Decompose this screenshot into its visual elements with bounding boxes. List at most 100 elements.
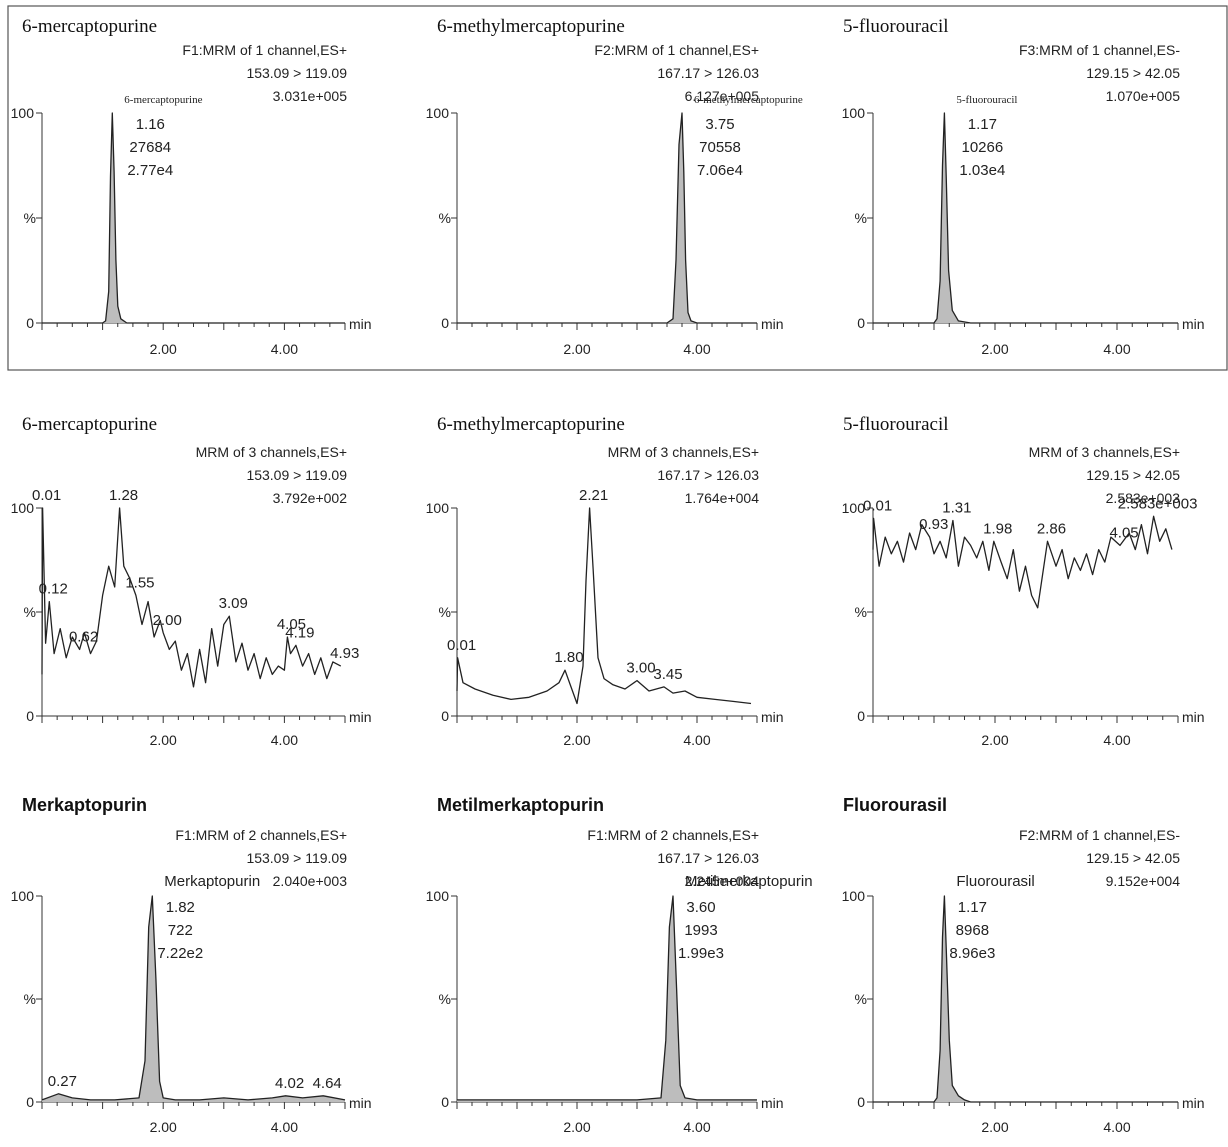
retention-time-label: 0.62 bbox=[69, 628, 98, 645]
chromatogram-trace bbox=[457, 895, 757, 1101]
y-tick-label: 0 bbox=[857, 315, 865, 331]
retention-time-label: 4.64 bbox=[313, 1075, 342, 1092]
peak-name-label: Metilmerkaptopurin bbox=[685, 873, 813, 890]
y-axis-label: % bbox=[439, 210, 451, 226]
channel-info-line: 3.792e+002 bbox=[273, 490, 348, 506]
y-tick-label: 100 bbox=[842, 105, 866, 121]
chromatogram-4: 6-mercaptopurine MRM of 3 channels,ES+ 153… bbox=[11, 414, 372, 748]
y-tick-label: 0 bbox=[441, 315, 449, 331]
x-axis-label: min bbox=[1182, 709, 1205, 725]
retention-time-label: 1.98 bbox=[983, 520, 1012, 537]
y-tick-label: 0 bbox=[857, 708, 865, 724]
x-tick-label: 4.00 bbox=[271, 341, 298, 357]
retention-time-label: 1.28 bbox=[109, 487, 138, 504]
x-tick-label: 4.00 bbox=[683, 1119, 710, 1135]
channel-info-line: 1.070e+005 bbox=[1106, 88, 1181, 104]
peak-value-label: 1.17 bbox=[958, 899, 987, 916]
chromatogram-6: 5-fluorouracil MRM of 3 channels,ES+ 129.1… bbox=[842, 414, 1205, 748]
peak-value-label: 1.16 bbox=[136, 116, 165, 133]
peak-value-label: 8968 bbox=[956, 922, 989, 939]
peak-area bbox=[873, 113, 1178, 323]
retention-time-label: 1.31 bbox=[942, 499, 971, 516]
chromatogram-trace bbox=[872, 515, 1173, 609]
channel-info-line: 153.09 > 119.09 bbox=[246, 850, 347, 866]
chromatogram-trace bbox=[873, 895, 1178, 1103]
chromatogram-2: 6-methylmercaptopurine F2:MRM of 1 channe… bbox=[426, 16, 803, 357]
peak-value-label: 8.96e3 bbox=[949, 945, 995, 962]
x-tick-label: 2.00 bbox=[981, 732, 1008, 748]
peak-area bbox=[42, 113, 345, 323]
peak-value-label: 27684 bbox=[129, 139, 171, 156]
channel-info-line: 2.040e+003 bbox=[273, 873, 348, 889]
peak-area bbox=[873, 896, 1178, 1102]
peak-value-label: 7.22e2 bbox=[157, 945, 203, 962]
x-tick-label: 2.00 bbox=[150, 341, 177, 357]
x-tick-label: 2.00 bbox=[150, 1119, 177, 1135]
y-tick-label: 100 bbox=[11, 105, 35, 121]
channel-info-line: 167.17 > 126.03 bbox=[657, 850, 759, 866]
y-tick-label: 0 bbox=[441, 1094, 449, 1110]
chromatogram-trace bbox=[873, 112, 1178, 324]
y-tick-label: 0 bbox=[857, 1094, 865, 1110]
x-tick-label: 4.00 bbox=[1103, 732, 1130, 748]
channel-info-line: 167.17 > 126.03 bbox=[657, 467, 759, 483]
retention-time-label: 2.583e+003 bbox=[1118, 495, 1198, 512]
chart-title: 5-fluorouracil bbox=[843, 414, 949, 435]
channel-info-line: F3:MRM of 1 channel,ES- bbox=[1019, 42, 1180, 58]
channel-info-line: F1:MRM of 2 channels,ES+ bbox=[587, 827, 759, 843]
chromatogram-7: Merkaptopurin F1:MRM of 2 channels,ES+ 153… bbox=[11, 795, 372, 1135]
retention-time-label: 2.21 bbox=[579, 487, 608, 504]
retention-time-label: 0.01 bbox=[863, 497, 892, 514]
y-tick-label: 100 bbox=[842, 500, 866, 516]
retention-time-label: 1.55 bbox=[125, 574, 154, 591]
peak-value-label: 7.06e4 bbox=[697, 162, 743, 179]
x-axis-label: min bbox=[349, 709, 372, 725]
peak-name-label: 5-fluorouracil bbox=[956, 94, 1017, 106]
retention-time-label: 0.01 bbox=[32, 487, 61, 504]
x-tick-label: 2.00 bbox=[563, 1119, 590, 1135]
peak-value-label: 3.75 bbox=[705, 116, 734, 133]
retention-time-label: 3.00 bbox=[626, 660, 655, 677]
y-axis-label: % bbox=[24, 210, 36, 226]
peak-value-label: 70558 bbox=[699, 139, 741, 156]
peak-area bbox=[42, 896, 345, 1102]
channel-info-line: 129.15 > 42.05 bbox=[1086, 65, 1180, 81]
peak-value-label: 2.77e4 bbox=[127, 162, 173, 179]
x-axis-label: min bbox=[761, 709, 784, 725]
channel-info-line: 2.245e+004 bbox=[685, 873, 760, 889]
chromatogram-trace bbox=[457, 112, 757, 324]
peak-name-label: Fluorourasil bbox=[956, 873, 1034, 890]
channel-info-line: MRM of 3 channels,ES+ bbox=[608, 444, 759, 460]
chart-title: Metilmerkaptopurin bbox=[437, 795, 604, 815]
channel-info-line: 129.15 > 42.05 bbox=[1086, 850, 1180, 866]
peak-value-label: 3.60 bbox=[686, 899, 715, 916]
x-tick-label: 4.00 bbox=[683, 341, 710, 357]
chart-title: 6-mercaptopurine bbox=[22, 16, 157, 37]
channel-info-line: 3.031e+005 bbox=[273, 88, 348, 104]
retention-time-label: 2.86 bbox=[1037, 520, 1066, 537]
chromatogram-1: 6-mercaptopurine F1:MRM of 1 channel,ES+ 1… bbox=[11, 16, 372, 357]
retention-time-label: 0.93 bbox=[919, 516, 948, 533]
peak-name-label: Merkaptopurin bbox=[164, 873, 260, 890]
y-axis-label: % bbox=[855, 210, 867, 226]
peak-area bbox=[457, 113, 757, 323]
channel-info-line: F2:MRM of 1 channel,ES- bbox=[1019, 827, 1180, 843]
peak-value-label: 1.03e4 bbox=[959, 162, 1005, 179]
channel-info-line: 9.152e+004 bbox=[1106, 873, 1181, 889]
retention-time-label: 3.09 bbox=[219, 595, 248, 612]
y-tick-label: 100 bbox=[11, 888, 35, 904]
y-axis-label: % bbox=[439, 604, 451, 620]
chart-title: 6-mercaptopurine bbox=[22, 414, 157, 435]
peak-value-label: 1993 bbox=[684, 922, 717, 939]
y-axis-label: % bbox=[439, 991, 451, 1007]
retention-time-label: 4.02 bbox=[275, 1075, 304, 1092]
x-axis-label: min bbox=[1182, 316, 1205, 332]
chromatogram-trace bbox=[41, 895, 346, 1101]
peak-value-label: 1.82 bbox=[166, 899, 195, 916]
chromatogram-5: 6-methylmercaptopurine MRM of 3 channels,… bbox=[426, 414, 784, 748]
y-axis-label: % bbox=[24, 604, 36, 620]
channel-info-line: 153.09 > 119.09 bbox=[246, 65, 347, 81]
x-axis-label: min bbox=[761, 316, 784, 332]
chromatogram-trace bbox=[42, 112, 345, 324]
